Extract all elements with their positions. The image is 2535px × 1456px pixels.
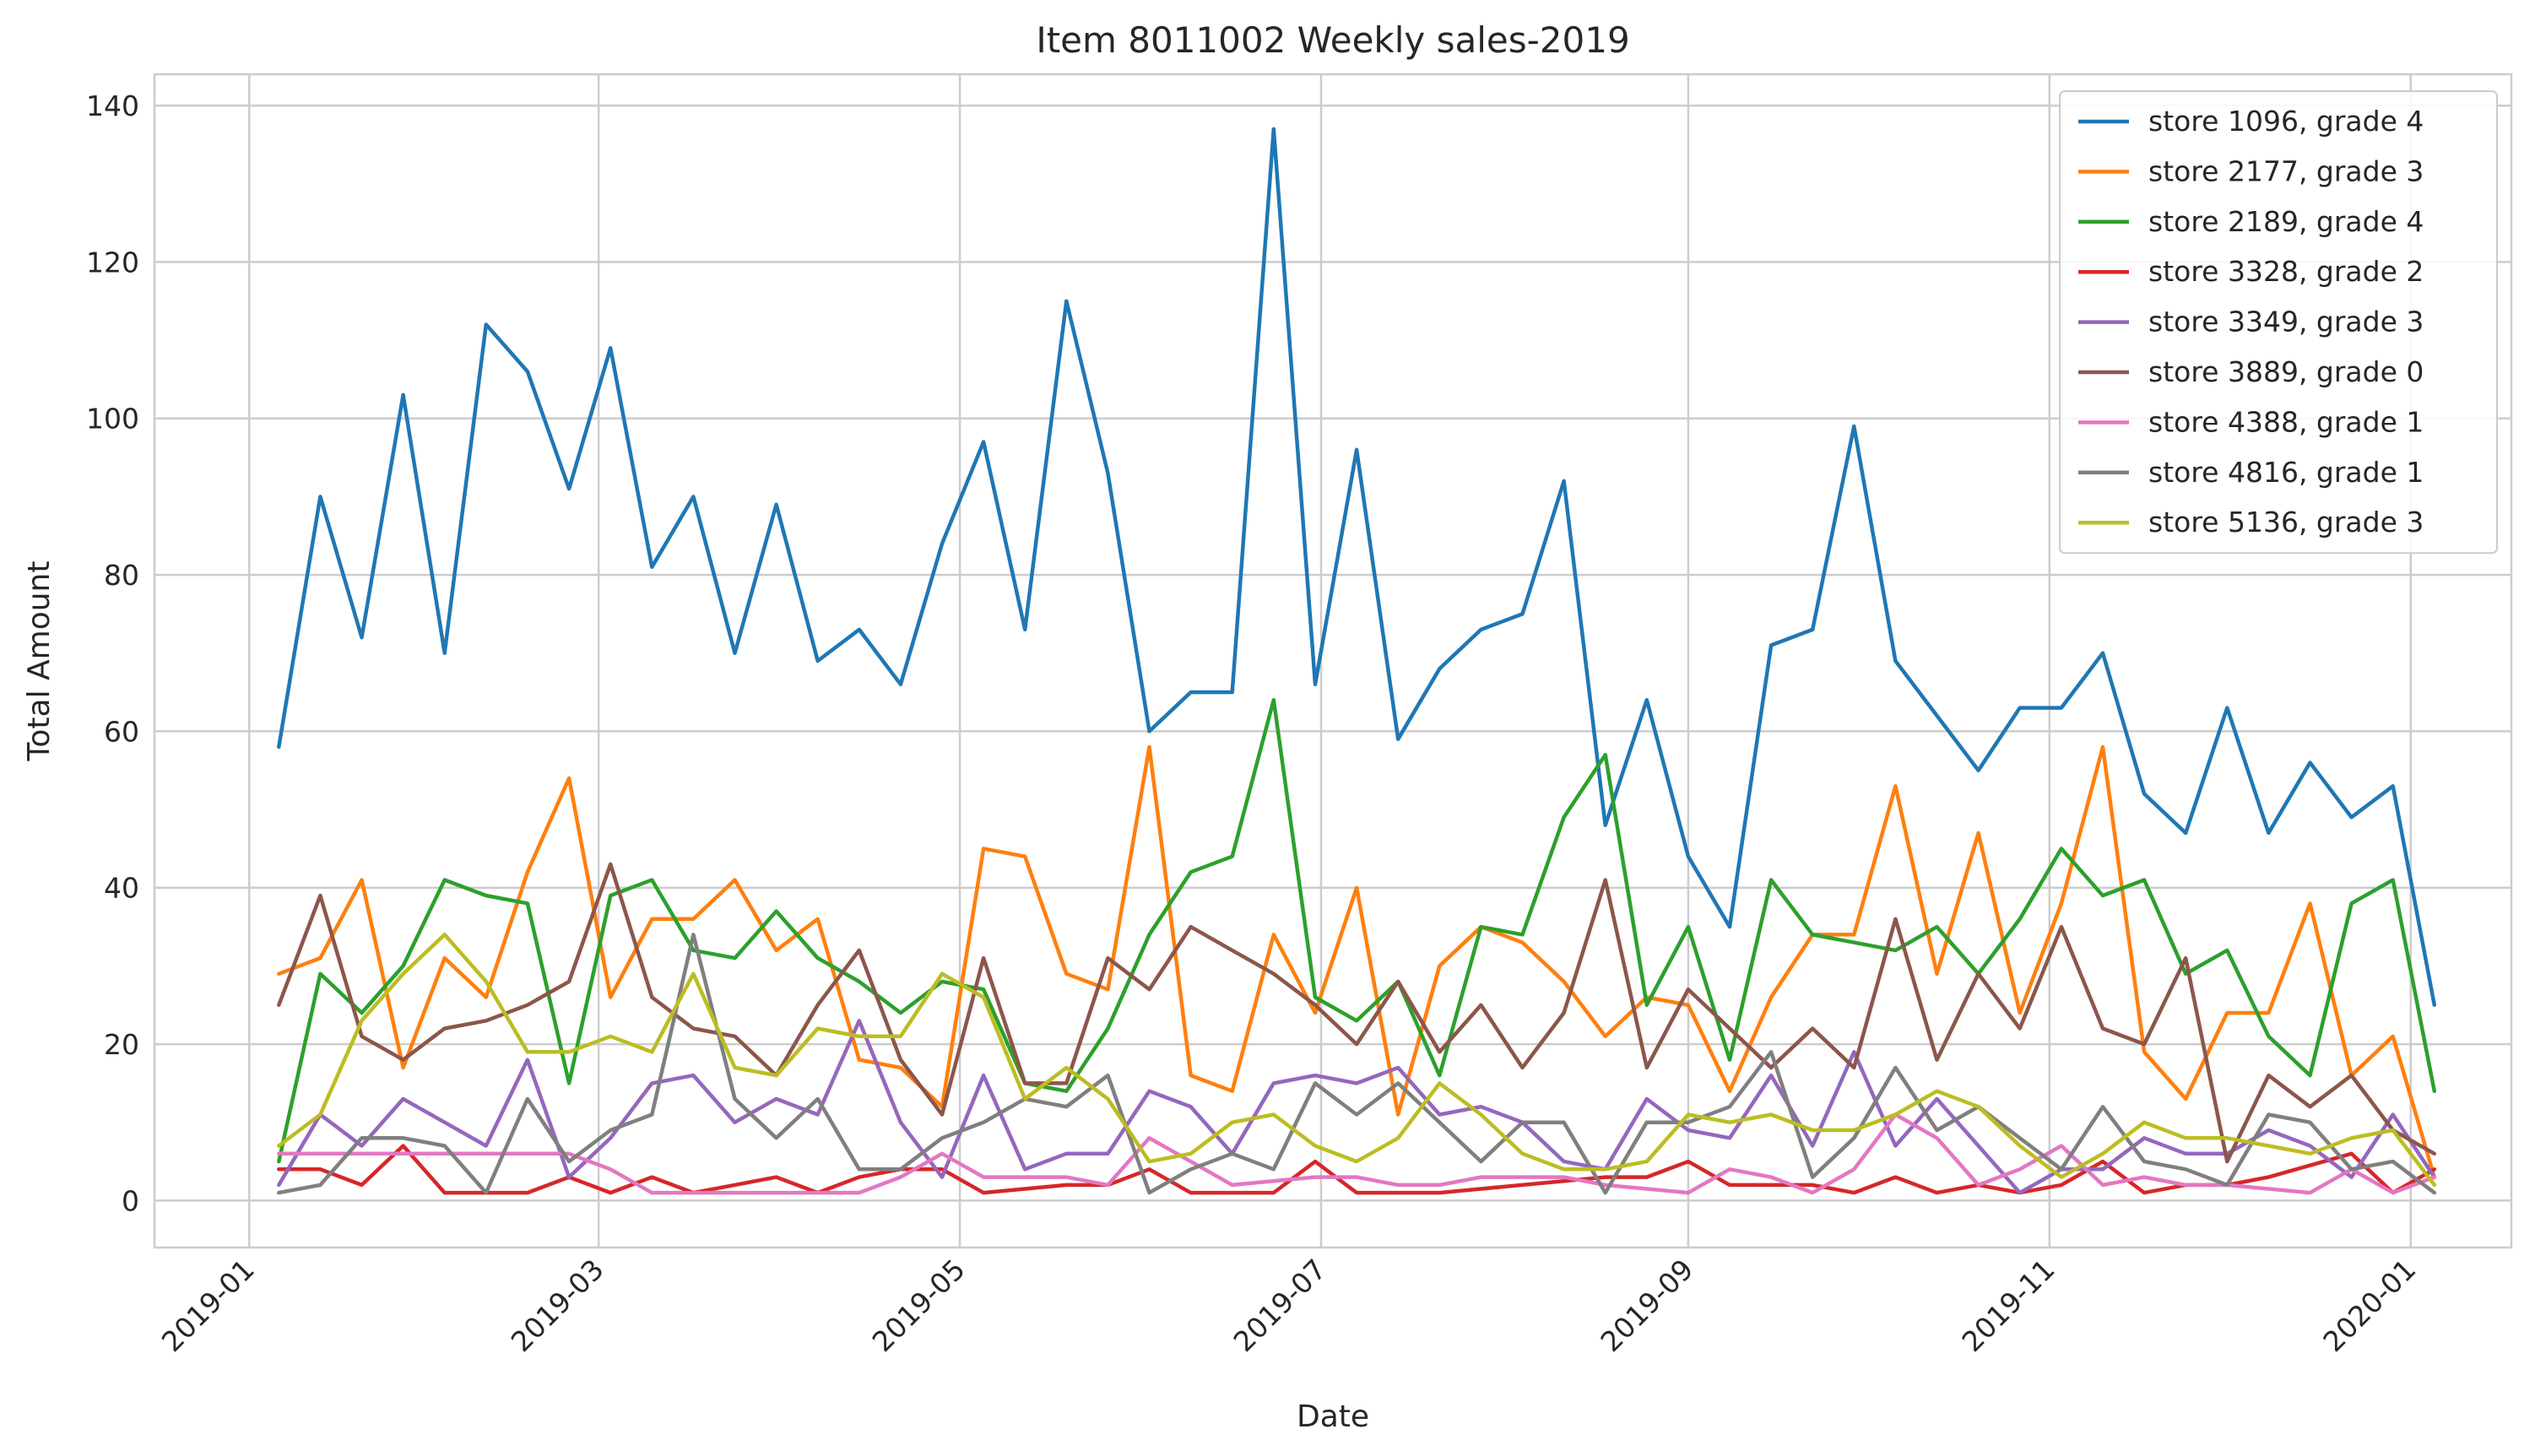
- series-line-4: [277, 1144, 2437, 1195]
- legend-label: store 1096, grade 4: [2148, 105, 2424, 138]
- y-tick-label: 60: [104, 715, 139, 748]
- x-tick-label: 2019-05: [866, 1253, 972, 1358]
- series-line-1: [277, 127, 2437, 1007]
- y-tick-label: 0: [122, 1184, 139, 1217]
- y-tick-label: 80: [104, 559, 139, 592]
- x-tick-label: 2019-09: [1594, 1253, 1699, 1358]
- x-tick-label: 2019-07: [1227, 1253, 1333, 1358]
- series-line-3: [277, 698, 2437, 1164]
- y-axis-label: Total Amount: [22, 561, 57, 762]
- series-line-2: [277, 744, 2437, 1179]
- plot-frame: [153, 73, 2513, 1249]
- y-tick-label: 140: [86, 89, 139, 122]
- legend: store 1096, grade 4 store 2177, grade 3 st…: [2059, 90, 2498, 555]
- x-tick-label: 2019-01: [155, 1253, 261, 1358]
- series-line-9: [277, 933, 2437, 1188]
- legend-label: store 3889, grade 0: [2148, 355, 2424, 388]
- x-tick-label: 2019-03: [505, 1253, 610, 1358]
- series-line-6: [277, 862, 2437, 1164]
- x-tick-label: 2019-11: [1955, 1253, 2061, 1358]
- series-lines: [277, 127, 2437, 1195]
- legend-box: [2059, 90, 2498, 555]
- x-axis-label: Date: [1297, 1399, 1369, 1434]
- series-line-8: [277, 933, 2437, 1195]
- series-line-7: [277, 1112, 2437, 1195]
- legend-label: store 4388, grade 1: [2148, 405, 2424, 438]
- x-tick-label: 2020-01: [2316, 1253, 2422, 1358]
- legend-label: store 4816, grade 1: [2148, 456, 2424, 489]
- y-tick-label: 120: [86, 246, 139, 279]
- legend-label: store 2177, grade 3: [2148, 154, 2424, 187]
- legend-label: store 5136, grade 3: [2148, 506, 2424, 539]
- chart-title: Item 8011002 Weekly sales-2019: [1036, 19, 1629, 61]
- legend-label: store 2189, grade 4: [2148, 205, 2424, 238]
- legend-label: store 3349, grade 3: [2148, 306, 2424, 338]
- y-tick-label: 20: [104, 1028, 139, 1061]
- legend-label: store 3328, grade 2: [2148, 255, 2424, 288]
- y-tick-label: 100: [86, 403, 139, 436]
- y-tick-label: 40: [104, 872, 139, 905]
